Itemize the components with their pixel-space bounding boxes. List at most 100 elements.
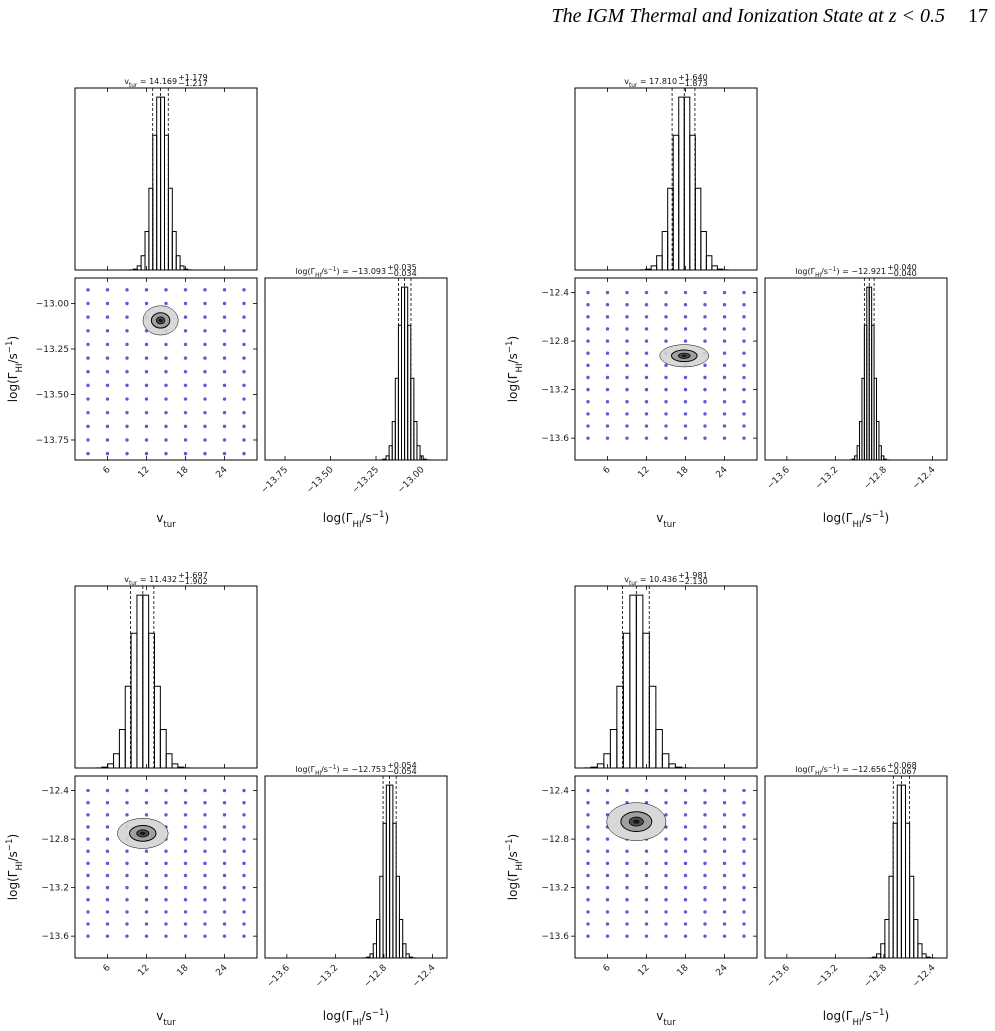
label-part: tur bbox=[129, 581, 138, 587]
grid-point bbox=[144, 424, 149, 429]
y-tick-label: −13.50 bbox=[36, 390, 70, 400]
label-part: /s bbox=[862, 511, 872, 525]
grid-point bbox=[683, 315, 688, 319]
grid-point bbox=[586, 315, 590, 319]
grid-point bbox=[125, 922, 129, 926]
grid-point bbox=[664, 436, 668, 440]
label-part: log(Γ bbox=[295, 765, 315, 774]
label-part: HI bbox=[815, 273, 821, 279]
label-part: HI bbox=[352, 1018, 361, 1028]
histogram-bin bbox=[888, 875, 894, 958]
grid-point bbox=[605, 327, 610, 331]
grid-point bbox=[644, 849, 649, 853]
grid-point bbox=[683, 885, 688, 890]
grid-point bbox=[86, 800, 90, 805]
label-part: −1 bbox=[505, 838, 515, 851]
label-part: /s bbox=[321, 267, 328, 276]
grid-point bbox=[86, 301, 90, 306]
grid-point bbox=[644, 363, 649, 368]
panel-title: log(ΓHI/s−1) = −13.093 +0.035−0.034 bbox=[295, 263, 416, 279]
grid-point bbox=[703, 436, 707, 440]
grid-point bbox=[183, 397, 188, 401]
grid-point bbox=[625, 315, 629, 319]
grid-point bbox=[703, 837, 707, 841]
histogram-bin bbox=[635, 594, 644, 768]
grid-point bbox=[722, 873, 727, 878]
grid-point bbox=[183, 898, 188, 902]
grid-point bbox=[144, 438, 149, 442]
grid-point bbox=[105, 315, 110, 319]
grid-point bbox=[105, 813, 110, 817]
title-text: log(ΓHI/s−1) = −13.093 bbox=[295, 267, 386, 279]
histogram-bin bbox=[136, 265, 142, 270]
grid-point bbox=[144, 898, 149, 902]
title-upper-error: +1.179 bbox=[178, 73, 208, 82]
label-part: −1 bbox=[5, 340, 15, 353]
grid-point bbox=[242, 424, 246, 429]
grid-point bbox=[703, 800, 707, 805]
grid-point bbox=[164, 301, 168, 306]
label-part: /s bbox=[506, 353, 520, 363]
posterior-contour bbox=[140, 831, 146, 836]
histogram-bin bbox=[656, 255, 663, 270]
grid-point bbox=[742, 412, 746, 416]
title-text: vtur = 10.436 bbox=[624, 575, 677, 587]
label-part: −1 bbox=[872, 510, 885, 520]
grid-point bbox=[605, 922, 610, 926]
grid-point bbox=[242, 849, 246, 853]
grid-point bbox=[605, 315, 610, 319]
grid-point bbox=[222, 813, 227, 817]
grid-point bbox=[683, 825, 688, 829]
grid-point bbox=[742, 400, 746, 404]
panel-title: log(ΓHI/s−1) = −12.753 +0.054−0.054 bbox=[295, 761, 416, 777]
histogram-bin bbox=[156, 96, 162, 270]
x-tick-label: −13.25 bbox=[351, 465, 382, 496]
grid-point bbox=[222, 410, 227, 415]
x-tick-label: −12.8 bbox=[862, 465, 889, 492]
grid-point bbox=[164, 451, 168, 456]
page-number: 17 bbox=[968, 5, 988, 27]
histogram-bin bbox=[711, 265, 718, 270]
grid-point bbox=[664, 849, 668, 853]
x-tick-label: 12 bbox=[136, 963, 151, 978]
grid-point bbox=[203, 342, 207, 347]
label-part: /s bbox=[821, 267, 828, 276]
grid-point bbox=[222, 370, 227, 374]
grid-point bbox=[222, 898, 227, 902]
grid-point bbox=[242, 861, 246, 866]
grid-point bbox=[683, 424, 688, 428]
title-lower-error: −2.130 bbox=[678, 577, 708, 586]
grid-point bbox=[625, 363, 629, 368]
panel-frame bbox=[74, 775, 258, 959]
grid-point bbox=[644, 861, 649, 866]
grid-point bbox=[86, 383, 90, 388]
title-upper-error: +1.697 bbox=[178, 571, 208, 580]
label-part: ) bbox=[506, 336, 520, 341]
label-part: −1 bbox=[828, 765, 837, 771]
grid-point bbox=[105, 342, 110, 347]
grid-point bbox=[125, 370, 129, 374]
x-axis-label: log(ΓHI/s−1) bbox=[323, 1008, 389, 1028]
posterior-contour bbox=[681, 354, 687, 357]
grid-point bbox=[222, 788, 227, 793]
grid-point bbox=[125, 329, 129, 333]
grid-point bbox=[664, 327, 668, 331]
grid-point bbox=[722, 849, 727, 853]
x-tick-label: 18 bbox=[175, 963, 190, 978]
grid-point bbox=[183, 813, 188, 817]
grid-point bbox=[222, 885, 227, 890]
grid-point bbox=[164, 885, 168, 890]
grid-point bbox=[586, 788, 590, 793]
grid-point bbox=[86, 315, 90, 319]
grid-point bbox=[625, 873, 629, 878]
panel-title: vtur = 17.810 +1.640−1.873 bbox=[624, 73, 707, 89]
grid-point bbox=[164, 849, 168, 853]
grid-point bbox=[742, 436, 746, 440]
grid-point bbox=[203, 301, 207, 306]
label-part: log(Γ bbox=[506, 372, 520, 402]
grid-point bbox=[644, 873, 649, 878]
grid-point bbox=[742, 898, 746, 902]
grid-point bbox=[86, 910, 90, 914]
grid-point bbox=[586, 910, 590, 914]
grid-point bbox=[605, 436, 610, 440]
